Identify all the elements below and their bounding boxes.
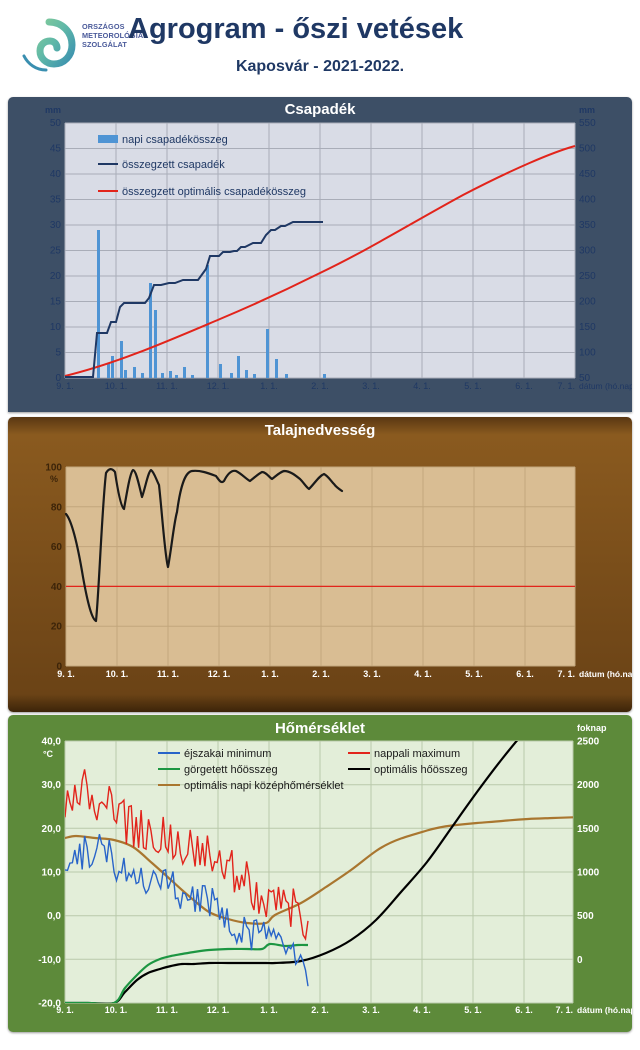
svg-text:2500: 2500: [577, 737, 600, 748]
svg-text:60: 60: [51, 542, 63, 553]
svg-text:%: %: [50, 474, 58, 484]
svg-text:11. 1.: 11. 1.: [156, 381, 178, 391]
svg-text:9. 1.: 9. 1.: [56, 1005, 74, 1015]
svg-text:25: 25: [50, 246, 62, 257]
svg-text:4. 1.: 4. 1.: [413, 381, 431, 391]
svg-text:optimális hőösszeg: optimális hőösszeg: [374, 764, 468, 776]
svg-text:30,0: 30,0: [42, 780, 62, 791]
svg-text:100: 100: [579, 348, 596, 359]
svg-text:10,0: 10,0: [42, 868, 62, 879]
svg-text:30: 30: [50, 220, 62, 231]
svg-text:10. 1.: 10. 1.: [105, 381, 128, 391]
svg-text:3. 1.: 3. 1.: [362, 1005, 380, 1015]
svg-text:5. 1.: 5. 1.: [464, 381, 482, 391]
svg-text:7. 1.: 7. 1.: [555, 1005, 573, 1015]
svg-text:20,0: 20,0: [42, 824, 62, 835]
svg-text:11. 1.: 11. 1.: [156, 1005, 178, 1015]
svg-text:50: 50: [50, 118, 62, 129]
svg-text:optimális napi középhőmérsékle: optimális napi középhőmérséklet: [184, 780, 344, 792]
svg-text:2. 1.: 2. 1.: [311, 1005, 329, 1015]
svg-text:80: 80: [51, 502, 63, 513]
svg-text:1000: 1000: [577, 868, 600, 879]
svg-text:12. 1.: 12. 1.: [207, 381, 230, 391]
svg-text:500: 500: [579, 144, 596, 155]
svg-text:napi csapadékösszeg: napi csapadékösszeg: [122, 134, 228, 146]
svg-text:20: 20: [50, 271, 62, 282]
svg-text:7. 1.: 7. 1.: [557, 669, 575, 679]
svg-text:20: 20: [51, 622, 63, 633]
svg-text:1. 1.: 1. 1.: [260, 1005, 278, 1015]
svg-text:150: 150: [579, 322, 596, 333]
svg-text:5: 5: [55, 348, 61, 359]
svg-text:35: 35: [50, 195, 62, 206]
svg-text:-10,0: -10,0: [38, 955, 61, 966]
svg-text:45: 45: [50, 144, 62, 155]
svg-text:3. 1.: 3. 1.: [363, 669, 381, 679]
svg-text:2. 1.: 2. 1.: [312, 669, 330, 679]
svg-text:Csapadék: Csapadék: [285, 101, 357, 118]
svg-text:éjszakai minimum: éjszakai minimum: [184, 748, 271, 760]
svg-text:4. 1.: 4. 1.: [413, 1005, 431, 1015]
svg-text:300: 300: [579, 246, 596, 257]
svg-text:6. 1.: 6. 1.: [515, 1005, 533, 1015]
svg-text:40: 40: [50, 169, 62, 180]
svg-text:°C: °C: [43, 749, 54, 759]
svg-text:550: 550: [579, 118, 596, 129]
svg-text:500: 500: [577, 911, 594, 922]
svg-text:2. 1.: 2. 1.: [311, 381, 329, 391]
svg-text:2000: 2000: [577, 780, 600, 791]
svg-text:200: 200: [579, 297, 596, 308]
svg-text:dátum (hó.nap): dátum (hó.nap): [577, 1005, 632, 1015]
svg-text:görgetett hőösszeg: görgetett hőösszeg: [184, 764, 278, 776]
svg-text:mm: mm: [45, 105, 61, 115]
svg-text:6. 1.: 6. 1.: [516, 669, 534, 679]
svg-text:dátum (hó.nap): dátum (hó.nap): [579, 381, 632, 391]
svg-text:Talajnedvesség: Talajnedvesség: [265, 422, 376, 439]
svg-text:400: 400: [579, 195, 596, 206]
svg-text:1. 1.: 1. 1.: [261, 669, 279, 679]
svg-text:foknap: foknap: [577, 723, 607, 733]
svg-text:9. 1.: 9. 1.: [56, 381, 74, 391]
svg-text:350: 350: [579, 220, 596, 231]
svg-text:nappali maximum: nappali maximum: [374, 748, 460, 760]
svg-text:9. 1.: 9. 1.: [57, 669, 75, 679]
svg-text:40,0: 40,0: [42, 737, 62, 748]
svg-text:7. 1.: 7. 1.: [557, 381, 575, 391]
svg-text:0: 0: [577, 955, 583, 966]
svg-text:5. 1.: 5. 1.: [465, 669, 483, 679]
svg-text:450: 450: [579, 169, 596, 180]
svg-text:100: 100: [45, 463, 62, 474]
svg-text:dátum (hó.nap): dátum (hó.nap): [579, 669, 632, 679]
svg-text:12. 1.: 12. 1.: [207, 1005, 230, 1015]
svg-text:12. 1.: 12. 1.: [208, 669, 231, 679]
svg-text:10. 1.: 10. 1.: [105, 1005, 128, 1015]
svg-text:3. 1.: 3. 1.: [362, 381, 380, 391]
svg-text:1500: 1500: [577, 824, 600, 835]
svg-text:11. 1.: 11. 1.: [157, 669, 179, 679]
svg-text:összegzett csapadék: összegzett csapadék: [122, 159, 225, 171]
svg-text:10. 1.: 10. 1.: [106, 669, 129, 679]
svg-text:összegzett optimális csapadék: összegzett optimális csapadékösszeg: [122, 186, 306, 198]
svg-text:0,0: 0,0: [47, 911, 61, 922]
svg-text:6. 1.: 6. 1.: [515, 381, 533, 391]
svg-text:4. 1.: 4. 1.: [414, 669, 432, 679]
svg-text:250: 250: [579, 271, 596, 282]
svg-text:5. 1.: 5. 1.: [464, 1005, 482, 1015]
svg-text:1. 1.: 1. 1.: [260, 381, 278, 391]
svg-text:mm: mm: [579, 105, 595, 115]
svg-text:Hőmérséklet: Hőmérséklet: [275, 720, 365, 737]
svg-text:40: 40: [51, 582, 63, 593]
svg-text:15: 15: [50, 297, 62, 308]
svg-text:10: 10: [50, 322, 62, 333]
